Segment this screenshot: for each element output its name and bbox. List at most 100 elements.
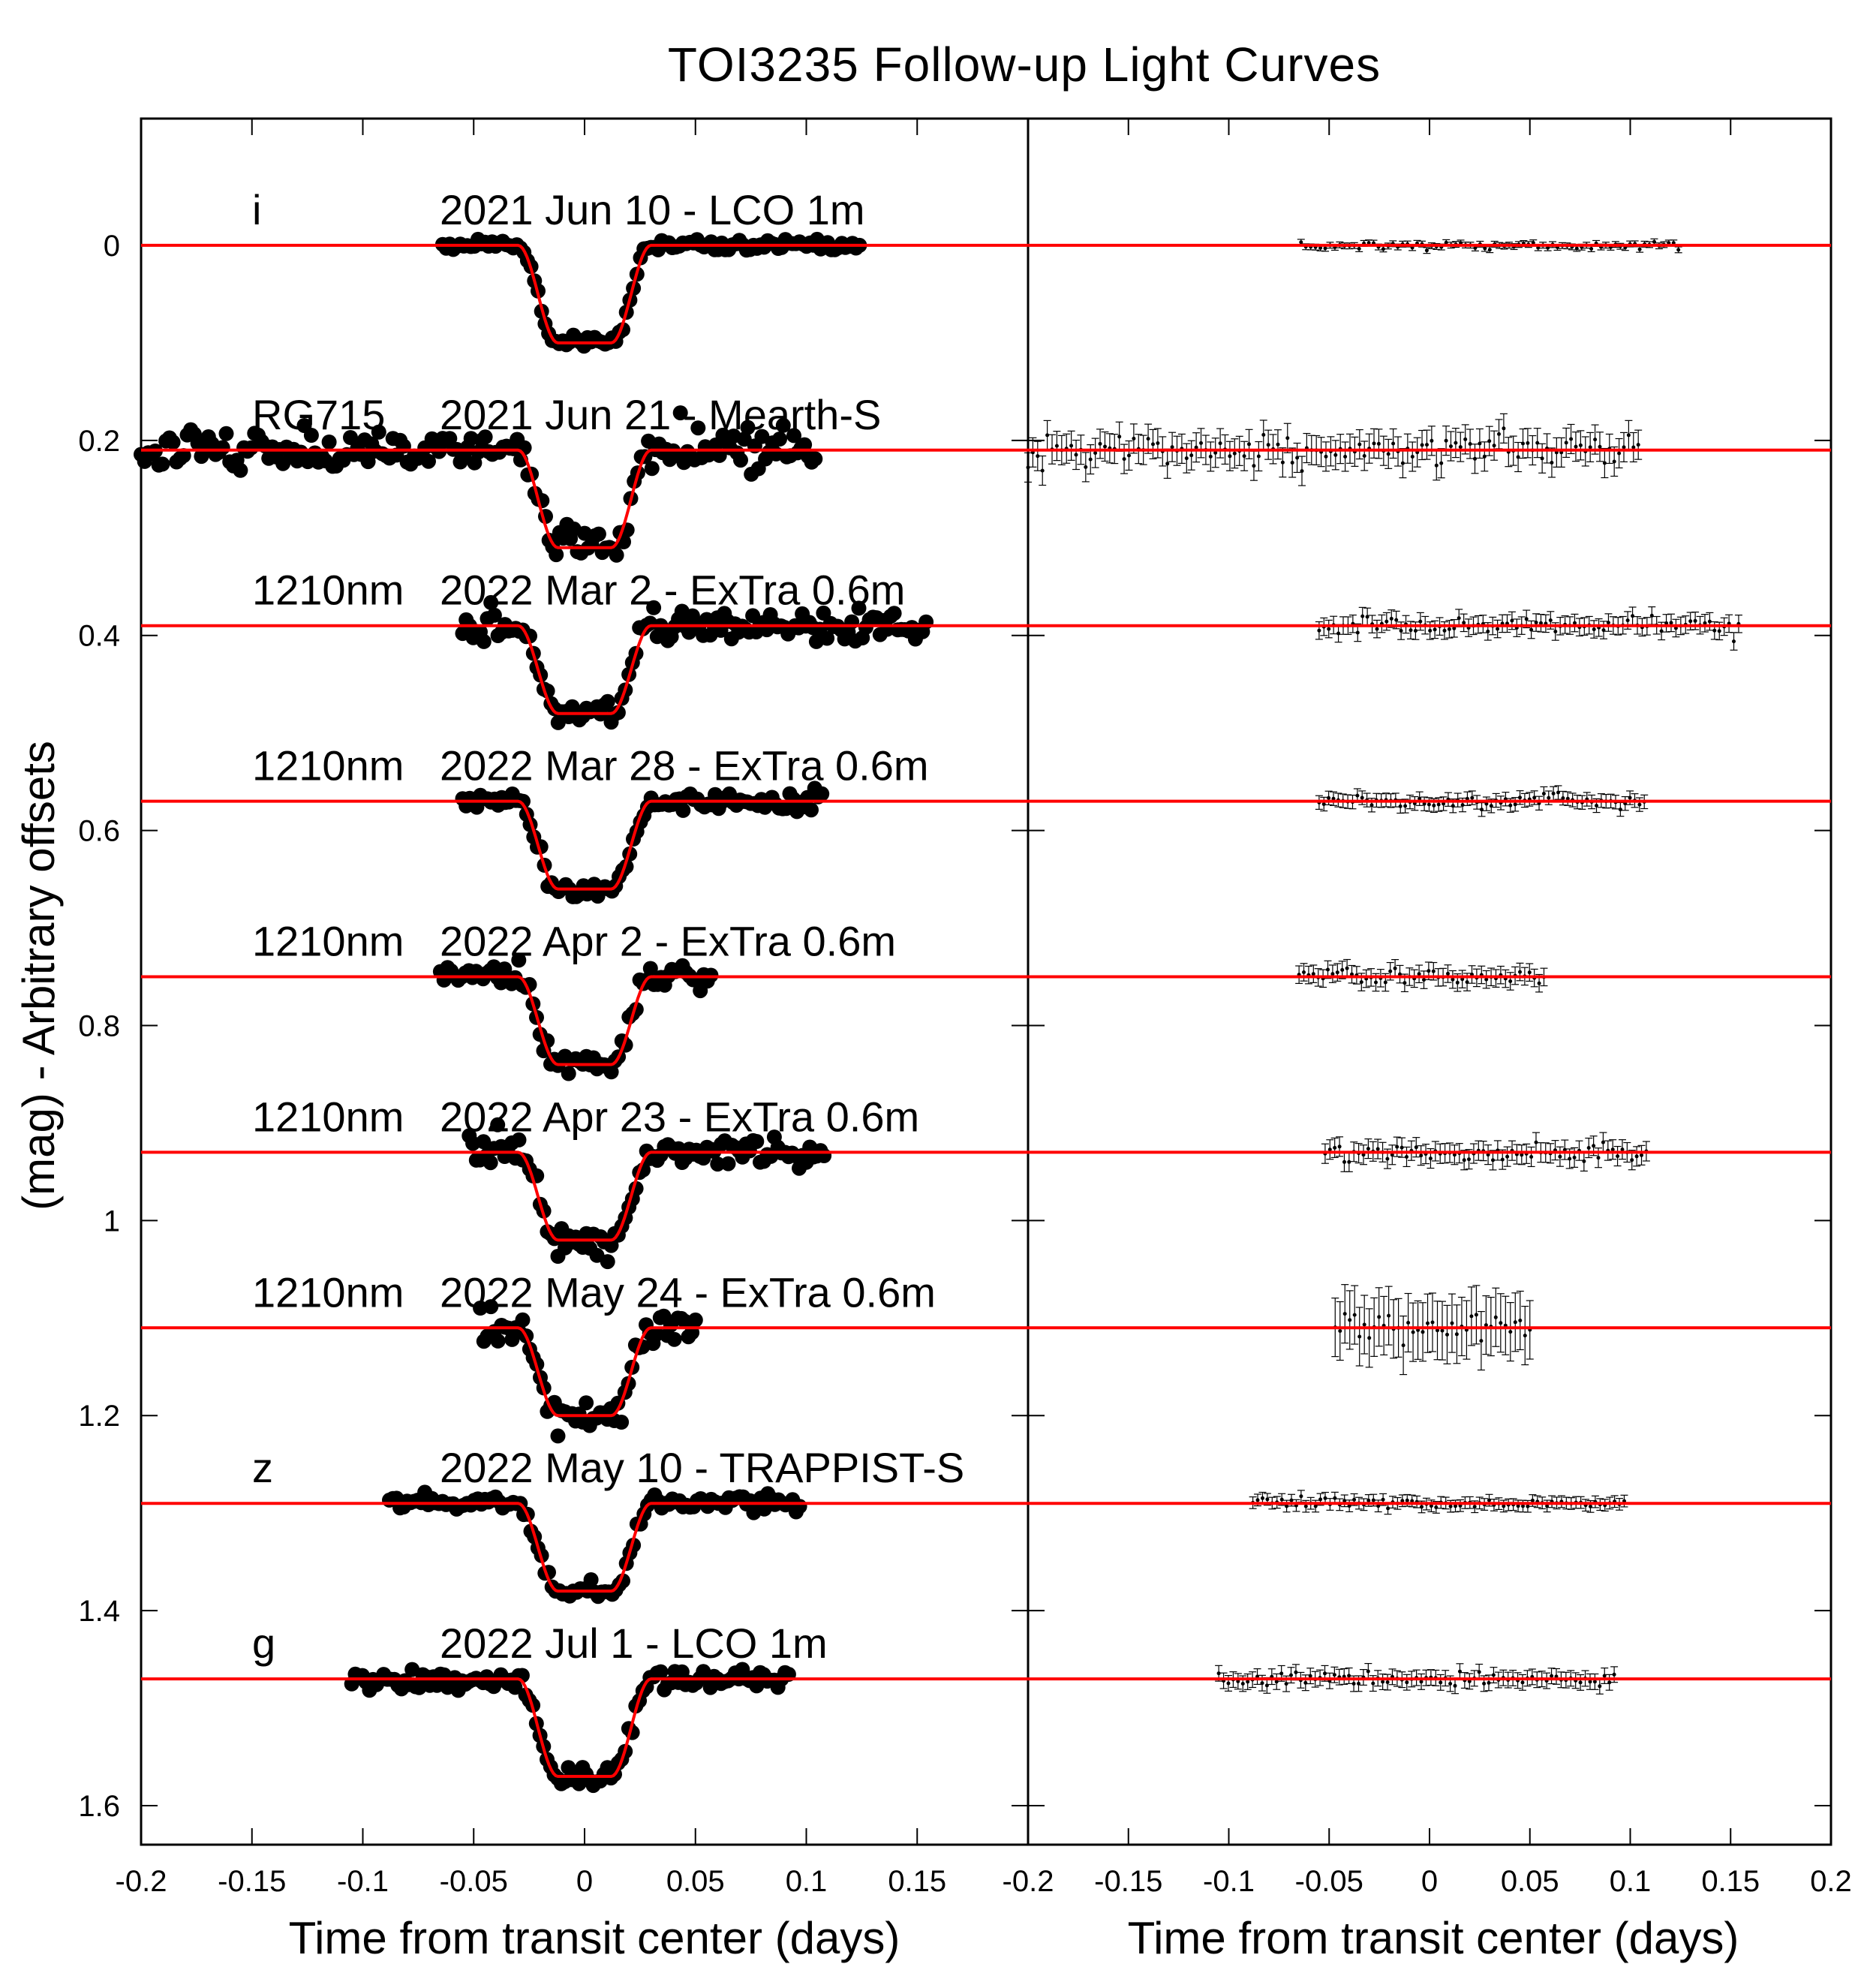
residual-point [1478, 441, 1482, 446]
residual-point [1399, 1145, 1404, 1150]
residual-point [1592, 627, 1596, 632]
residual-point [1327, 1147, 1332, 1152]
residual-point [1360, 796, 1364, 800]
residual-point [1127, 453, 1131, 458]
residual-point [1040, 468, 1045, 473]
residual-point [1601, 628, 1606, 633]
residual-point [1592, 1144, 1596, 1148]
residual-point [1170, 445, 1174, 450]
residual-point [1463, 437, 1468, 441]
x-axis-label-left: Time from transit center (days) [289, 1913, 900, 1963]
data-point [476, 633, 492, 649]
residual-point [1574, 246, 1579, 251]
x-tick-label: 0.1 [786, 1865, 828, 1898]
residual-point [1634, 1154, 1639, 1159]
x-tick-label: -0.15 [218, 1865, 286, 1898]
residual-point [1532, 796, 1537, 800]
data-point [886, 606, 902, 621]
residual-point [1026, 465, 1030, 470]
residual-point [1276, 442, 1280, 447]
x-axis-label-right: Time from transit center (days) [1128, 1913, 1739, 1963]
data-point [720, 1156, 736, 1171]
residuals-1 [1028, 238, 1831, 254]
residual-point [1424, 248, 1429, 253]
residual-point [1573, 621, 1577, 625]
residual-point [1366, 241, 1371, 245]
residual-point [1342, 1499, 1347, 1503]
residual-point [1252, 464, 1256, 468]
band-label: 1210nm [252, 567, 404, 614]
x-tick-label: 0.2 [1810, 1865, 1852, 1898]
residual-point [1586, 1146, 1591, 1150]
data-point [772, 432, 787, 447]
data-point [583, 1572, 599, 1587]
residual-point [1279, 1497, 1284, 1502]
residual-point [1707, 619, 1712, 624]
residual-point [1622, 445, 1626, 450]
residual-point [1467, 1679, 1472, 1683]
residual-point [1487, 1498, 1491, 1502]
residual-point [1432, 803, 1436, 808]
y-axis-label: (mag) - Arbitrary offsets [14, 741, 64, 1211]
residual-point [1430, 1320, 1435, 1325]
x-tick-label: 0.15 [1701, 1865, 1760, 1898]
residual-point [1184, 456, 1189, 461]
residual-point [1453, 1683, 1457, 1688]
residual-point [1664, 621, 1669, 625]
data-point [218, 426, 234, 441]
residual-point [1352, 1313, 1357, 1317]
data-point [490, 1333, 506, 1349]
residual-point [1496, 627, 1500, 631]
transit-model-line [141, 243, 1028, 344]
residual-point [1303, 1680, 1308, 1685]
residual-point [1516, 1504, 1520, 1508]
residual-point [1530, 1498, 1535, 1502]
residual-point [1400, 461, 1405, 465]
residual-point [1189, 453, 1194, 458]
residual-point [1460, 803, 1465, 808]
residual-point [1213, 450, 1218, 455]
data-point [807, 451, 823, 467]
residual-point [1649, 613, 1654, 618]
residual-point [1454, 441, 1458, 445]
data-point [176, 448, 191, 464]
data-point [819, 630, 835, 646]
residual-point [1413, 629, 1418, 633]
residual-point [1551, 791, 1556, 796]
light-curve-9: g 2022 Jul 1 - LCO 1m [141, 1620, 1028, 1794]
residual-point [1688, 619, 1693, 624]
y-tick-label: 0.8 [78, 1009, 120, 1042]
residual-point [1612, 1672, 1616, 1677]
residual-point [1516, 455, 1520, 459]
residual-point [1403, 804, 1408, 808]
residual-point [1513, 1320, 1517, 1325]
residual-point [1369, 803, 1374, 808]
residual-point [1117, 435, 1122, 439]
residual-point [1547, 796, 1551, 800]
residual-point [1482, 454, 1487, 459]
x-tick-label: -0.05 [1295, 1865, 1363, 1898]
residual-point [1640, 1153, 1643, 1157]
data-point [421, 453, 436, 469]
residual-point [1637, 247, 1642, 251]
x-tick-label: -0.2 [1003, 1865, 1054, 1898]
data-point [490, 1117, 506, 1132]
residual-point [1218, 441, 1222, 446]
residual-point [1054, 444, 1059, 448]
residual-point [1342, 1312, 1347, 1316]
data-point [511, 1132, 527, 1147]
residual-point [1165, 462, 1170, 466]
residual-point [1606, 621, 1610, 625]
residual-point [1395, 1144, 1399, 1149]
residual-point [1497, 432, 1501, 436]
residual-point [1436, 802, 1441, 807]
residual-point [1336, 631, 1341, 636]
residual-point [1592, 1680, 1597, 1684]
residual-point [1436, 1328, 1439, 1333]
residual-point [1521, 441, 1525, 446]
data-point [666, 1331, 682, 1347]
data-point [515, 1312, 531, 1328]
residual-point [1448, 1682, 1453, 1686]
residual-point [1333, 453, 1338, 457]
